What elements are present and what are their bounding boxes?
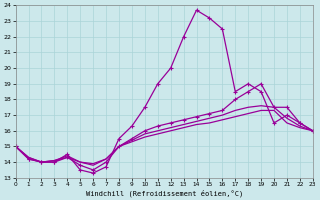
X-axis label: Windchill (Refroidissement éolien,°C): Windchill (Refroidissement éolien,°C) [85,189,243,197]
